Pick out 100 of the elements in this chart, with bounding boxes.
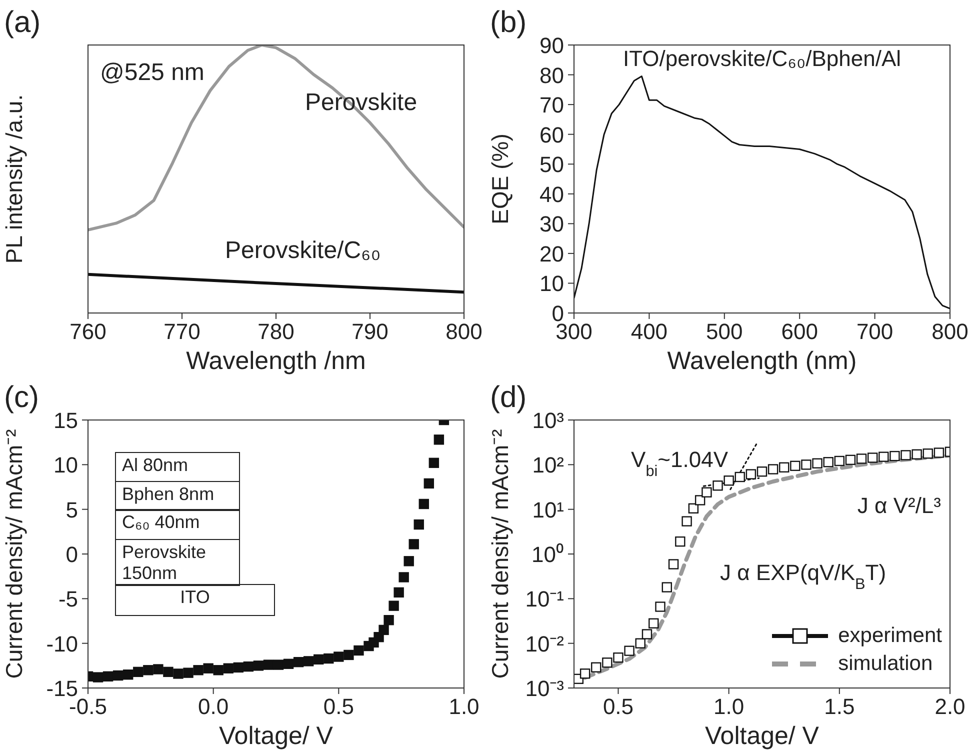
series-label: Perovskite: [305, 89, 418, 116]
x-tick-label: 600: [781, 319, 818, 344]
point: [398, 572, 409, 582]
point: [702, 487, 712, 498]
y-axis-title: EQE (%): [487, 134, 513, 224]
y-tick-label: 40: [540, 182, 564, 207]
point: [624, 646, 634, 656]
point: [233, 662, 244, 673]
annotation: C₆₀ 40nm: [115, 509, 240, 540]
x-tick-label: 1.0: [448, 694, 480, 719]
point: [655, 602, 666, 612]
y-tick-label: 20: [540, 241, 564, 266]
point: [668, 559, 679, 570]
point: [591, 662, 602, 672]
x-tick-label: 0.5: [323, 694, 354, 719]
point: [123, 670, 134, 680]
point: [434, 434, 444, 445]
y-tick-label: 0: [66, 542, 78, 567]
x-tick-label: 800: [932, 319, 968, 344]
y-tick-label: 10⁻²: [525, 631, 564, 656]
point: [378, 624, 389, 636]
point: [756, 466, 768, 477]
point: [682, 516, 692, 526]
annotation: @525 nm: [100, 59, 204, 86]
y-tick-label: 15: [54, 408, 78, 433]
point: [823, 457, 834, 468]
x-axis-title: Voltage/ V: [219, 722, 334, 750]
point: [213, 665, 224, 676]
x-axis-title: Wavelength /nm: [186, 347, 366, 375]
point: [133, 666, 144, 678]
x-tick-label: 1.0: [714, 694, 744, 719]
point: [834, 456, 845, 466]
y-axis-title: Current density/ mAcm⁻²: [487, 428, 513, 679]
point: [418, 498, 429, 510]
x-tick-label: 790: [352, 319, 388, 344]
y-tick-label: 10: [54, 452, 78, 478]
chart-title: (a): [4, 6, 41, 39]
y-tick-label: 30: [540, 212, 564, 237]
point: [408, 539, 419, 550]
point: [580, 668, 590, 679]
y-tick-label: 10¹: [532, 497, 564, 522]
point: [867, 452, 878, 463]
point: [388, 600, 399, 611]
annotation: V$_{bi}$~1.04V: [631, 447, 728, 480]
point: [414, 519, 424, 530]
point: [878, 452, 889, 462]
point: [183, 668, 194, 678]
point: [223, 663, 234, 674]
x-tick-label: 0.5: [602, 694, 634, 719]
chart-title: (d): [490, 381, 527, 414]
point: [635, 638, 646, 648]
x-axis-title: Voltage/ V: [705, 722, 820, 750]
point: [675, 536, 686, 547]
y-axis-title: Current density/ mAcm⁻²: [1, 428, 27, 679]
point: [934, 448, 944, 458]
x-tick-label: 500: [706, 319, 743, 344]
point: [173, 668, 184, 679]
y-tick-label: -15: [46, 676, 78, 701]
point: [712, 480, 723, 491]
point: [768, 464, 778, 474]
point: [890, 450, 900, 462]
point: [694, 495, 706, 506]
point: [344, 650, 354, 660]
point: [648, 618, 659, 628]
x-tick-label: 700: [856, 319, 894, 344]
point: [404, 556, 414, 566]
point: [790, 460, 800, 471]
point: [856, 454, 867, 464]
y-tick-label: 10⁻¹: [525, 586, 564, 612]
point: [143, 665, 154, 676]
point: [613, 652, 624, 663]
point: [779, 462, 790, 472]
point: [662, 582, 672, 592]
y-tick-label: -10: [46, 631, 78, 656]
y-tick-label: 80: [540, 62, 564, 88]
point: [900, 450, 911, 460]
y-tick-label: 10⁻³: [525, 676, 564, 701]
point: [163, 666, 174, 678]
x-tick-label: 2.0: [934, 694, 966, 719]
point: [424, 478, 434, 489]
y-tick-label: 70: [540, 92, 564, 118]
annotation: Al 80nm: [115, 452, 240, 482]
point: [193, 665, 204, 676]
point: [642, 629, 652, 640]
point: [801, 460, 812, 470]
point: [314, 654, 324, 665]
y-tick-label: 10³: [532, 408, 564, 433]
point: [734, 472, 745, 482]
point: [384, 615, 394, 626]
point: [324, 653, 334, 664]
chart-title: (b): [490, 6, 527, 39]
y-tick-label: -5: [58, 586, 78, 612]
point: [688, 503, 699, 514]
point: [602, 658, 612, 668]
annotation: ITO/perovskite/C₆₀/Bphen/Al: [622, 46, 902, 71]
point: [812, 458, 822, 468]
chart-title: (c): [4, 381, 39, 414]
y-tick-label: 10²: [532, 452, 564, 478]
point: [922, 448, 933, 459]
point: [203, 663, 214, 674]
